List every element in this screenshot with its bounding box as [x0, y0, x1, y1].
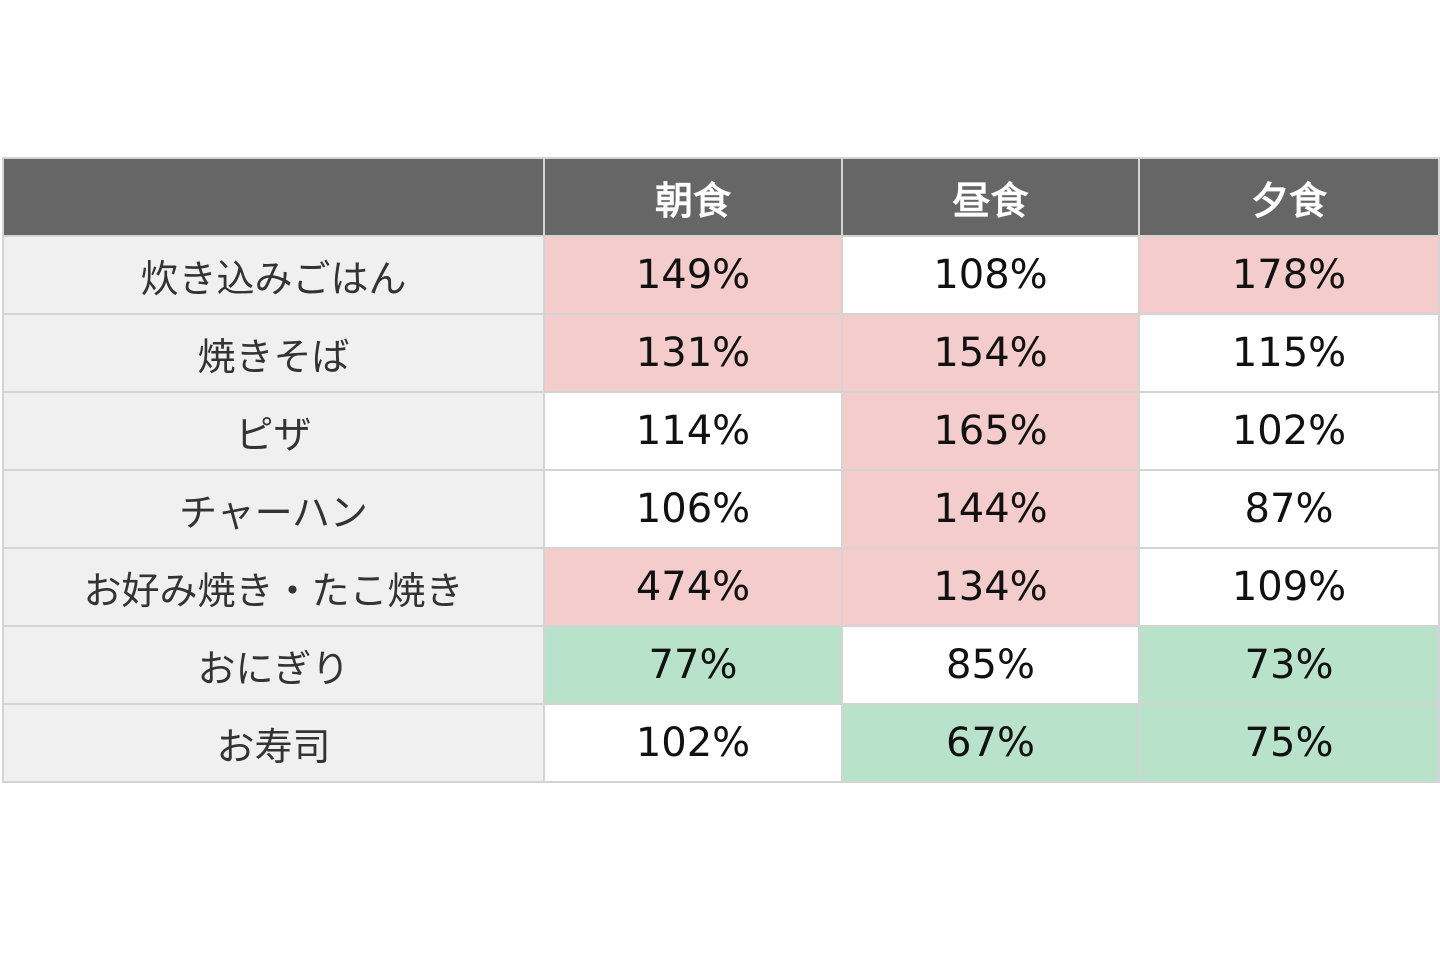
value-cell-lunch: 134%	[841, 547, 1140, 627]
value-cell-dinner: 109%	[1138, 547, 1440, 627]
value-cell-dinner: 73%	[1138, 625, 1440, 705]
value-cell-breakfast: 474%	[543, 547, 843, 627]
table-row: ピザ 114% 165% 102%	[2, 391, 1440, 471]
value-cell-lunch: 144%	[841, 469, 1140, 549]
data-table-container: 朝食 昼食 夕食 炊き込みごはん 149% 108% 178% 焼きそば 131% 154%…	[2, 157, 1440, 783]
row-label-cell: 焼きそば	[2, 313, 545, 393]
value-cell-breakfast: 131%	[543, 313, 843, 393]
table-row: 炊き込みごはん 149% 108% 178%	[2, 235, 1440, 315]
value-cell-lunch: 85%	[841, 625, 1140, 705]
row-label-cell: おにぎり	[2, 625, 545, 705]
value-cell-breakfast: 114%	[543, 391, 843, 471]
value-cell-lunch: 154%	[841, 313, 1140, 393]
table-row: お寿司 102% 67% 75%	[2, 703, 1440, 783]
value-cell-breakfast: 102%	[543, 703, 843, 783]
value-cell-dinner: 102%	[1138, 391, 1440, 471]
value-cell-lunch: 108%	[841, 235, 1140, 315]
header-cell-breakfast: 朝食	[543, 157, 843, 237]
row-label-cell: ピザ	[2, 391, 545, 471]
header-corner-cell	[2, 157, 545, 237]
value-cell-breakfast: 77%	[543, 625, 843, 705]
value-cell-dinner: 178%	[1138, 235, 1440, 315]
meal-comparison-table: 朝食 昼食 夕食 炊き込みごはん 149% 108% 178% 焼きそば 131% 154%…	[2, 157, 1440, 783]
table-body: 炊き込みごはん 149% 108% 178% 焼きそば 131% 154% 115% ピザ 114…	[2, 235, 1440, 783]
header-cell-dinner: 夕食	[1138, 157, 1440, 237]
value-cell-lunch: 165%	[841, 391, 1140, 471]
row-label-cell: お寿司	[2, 703, 545, 783]
table-row: チャーハン 106% 144% 87%	[2, 469, 1440, 549]
header-cell-lunch: 昼食	[841, 157, 1140, 237]
value-cell-breakfast: 106%	[543, 469, 843, 549]
value-cell-lunch: 67%	[841, 703, 1140, 783]
table-row: 焼きそば 131% 154% 115%	[2, 313, 1440, 393]
value-cell-breakfast: 149%	[543, 235, 843, 315]
table-row: お好み焼き・たこ焼き 474% 134% 109%	[2, 547, 1440, 627]
value-cell-dinner: 115%	[1138, 313, 1440, 393]
value-cell-dinner: 75%	[1138, 703, 1440, 783]
value-cell-dinner: 87%	[1138, 469, 1440, 549]
row-label-cell: 炊き込みごはん	[2, 235, 545, 315]
row-label-cell: お好み焼き・たこ焼き	[2, 547, 545, 627]
header-row: 朝食 昼食 夕食	[2, 157, 1440, 237]
row-label-cell: チャーハン	[2, 469, 545, 549]
table-row: おにぎり 77% 85% 73%	[2, 625, 1440, 705]
